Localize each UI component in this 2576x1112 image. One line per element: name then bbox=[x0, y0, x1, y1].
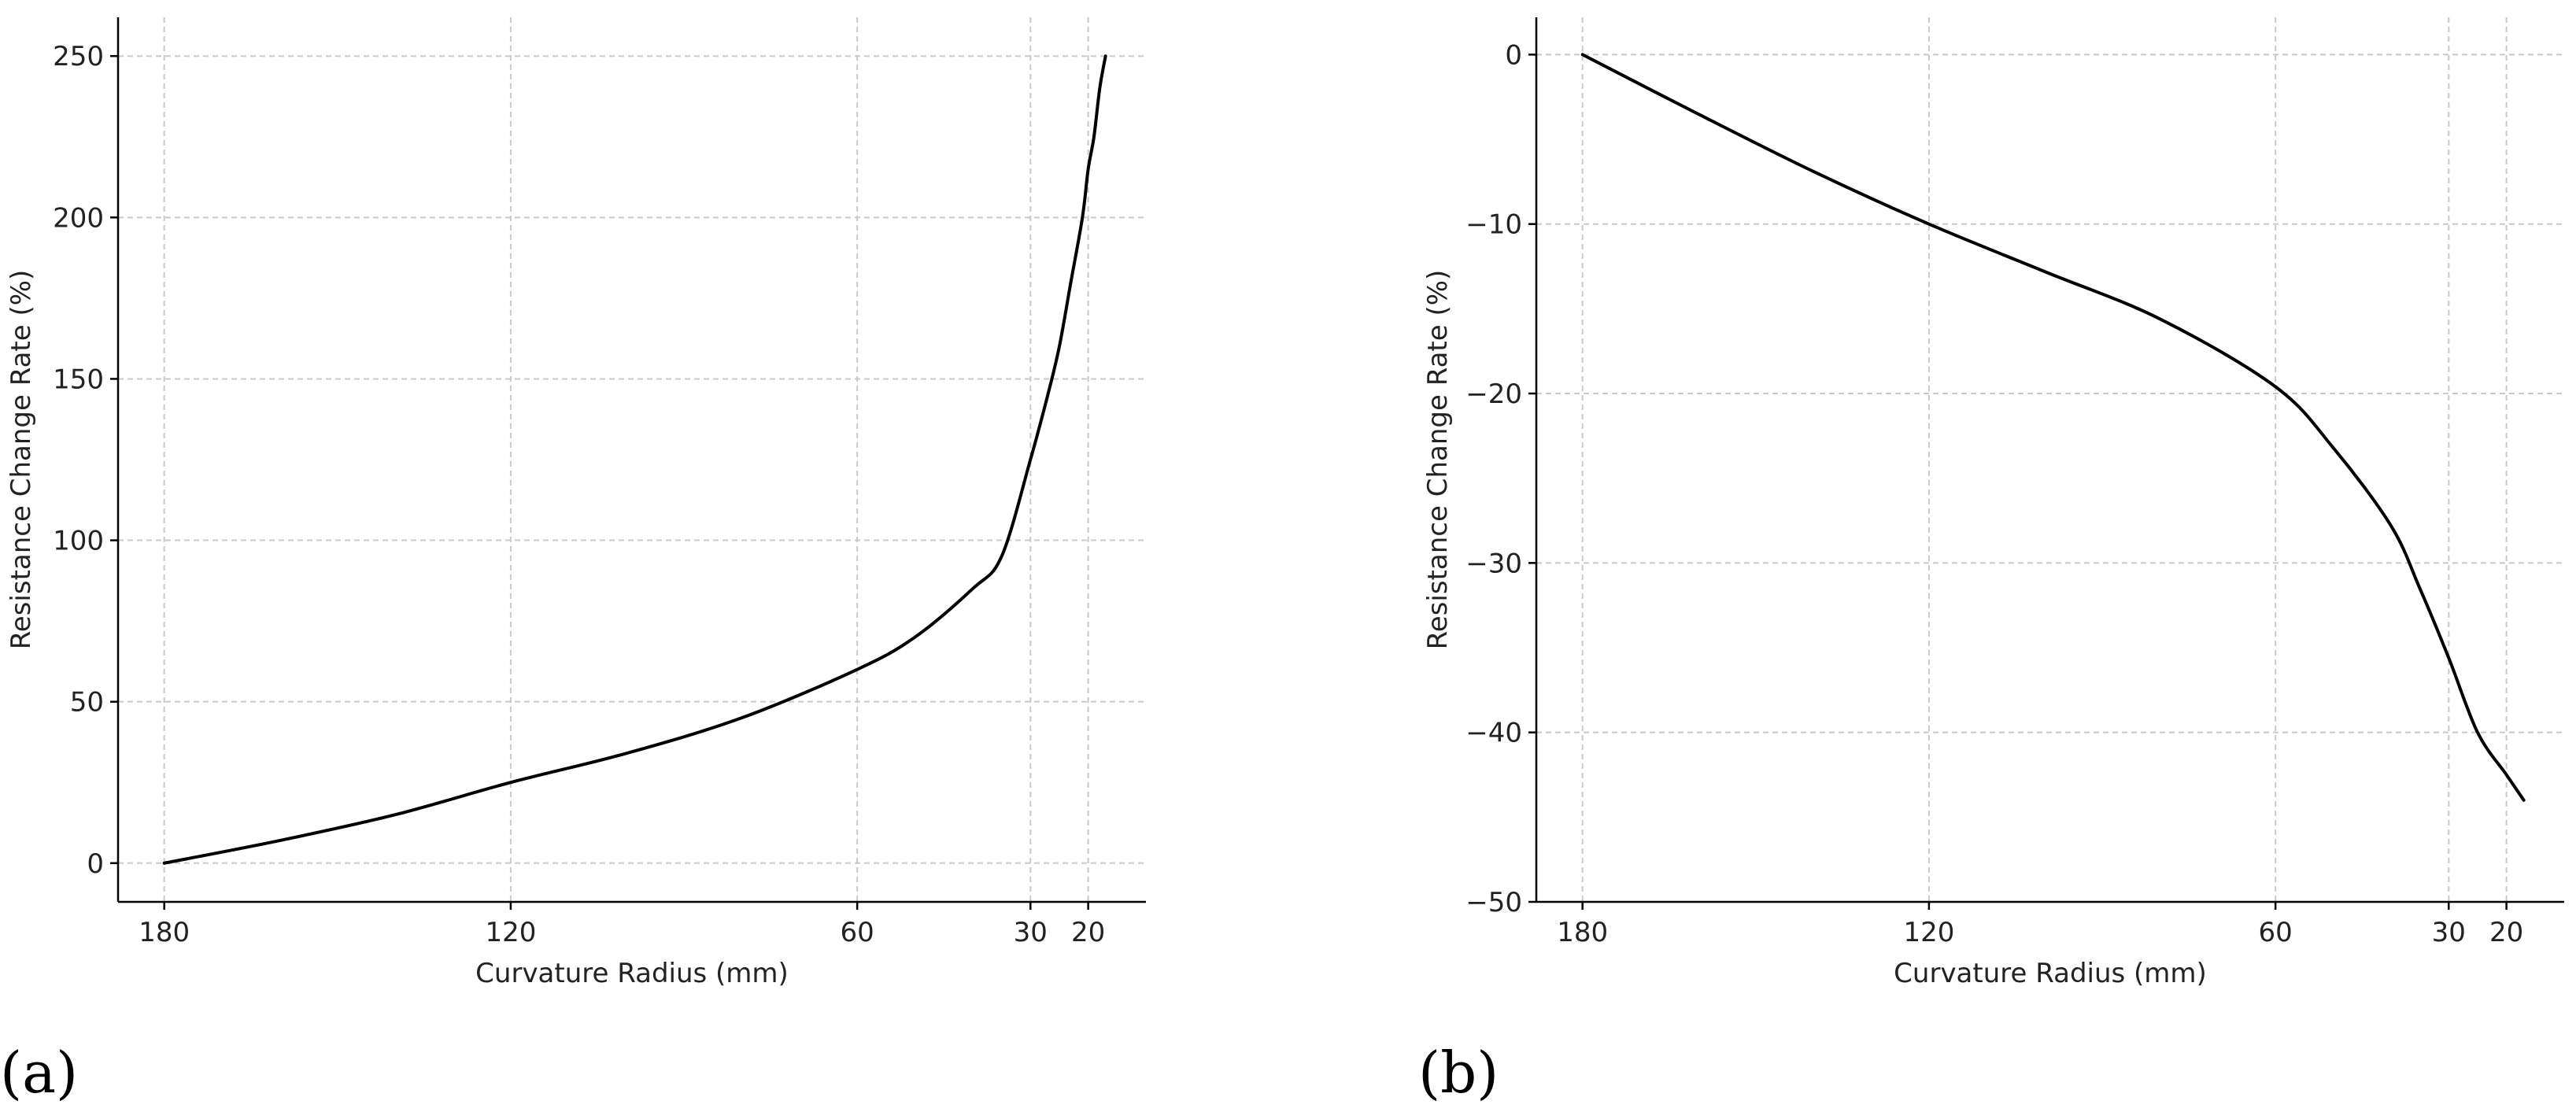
x-tick-label: 30 bbox=[2432, 917, 2466, 948]
x-tick-label: 20 bbox=[1071, 917, 1105, 948]
x-tick-label: 120 bbox=[1903, 917, 1954, 948]
x-tick-label: 180 bbox=[1557, 917, 1608, 948]
x-tick-label: 60 bbox=[2259, 917, 2293, 948]
x-tick-label: 120 bbox=[485, 917, 536, 948]
series-line bbox=[162, 54, 1107, 865]
series-line bbox=[1580, 53, 2526, 802]
grid bbox=[118, 17, 1146, 902]
x-tick-label: 20 bbox=[2489, 917, 2523, 948]
y-axis-label: Resistance Change Rate (%) bbox=[6, 270, 37, 650]
y-tick-label: 100 bbox=[53, 526, 104, 557]
x-tick-label: 30 bbox=[1014, 917, 1048, 948]
y-tick-label: 150 bbox=[53, 364, 104, 395]
x-axis-label: Curvature Radius (mm) bbox=[1894, 958, 2207, 989]
chart-b: 180 120 60 30 20 0 −10 −20 −30 −40 −50 Curvature Ra… bbox=[1418, 17, 2564, 1106]
x-tick-label: 60 bbox=[841, 917, 874, 948]
y-tick-label: −30 bbox=[1465, 548, 1522, 579]
y-tick-label: −10 bbox=[1465, 209, 1522, 241]
y-tick-label: 0 bbox=[87, 848, 104, 880]
y-tick-label: −40 bbox=[1465, 718, 1522, 749]
panel-label: (a) bbox=[0, 1040, 78, 1106]
y-tick-label: 200 bbox=[53, 202, 104, 234]
y-tick-label: 0 bbox=[1505, 39, 1522, 71]
y-tick-label: −50 bbox=[1465, 887, 1522, 918]
y-axis-label: Resistance Change Rate (%) bbox=[1422, 270, 1454, 650]
panel-label: (b) bbox=[1418, 1040, 1499, 1106]
grid bbox=[1536, 17, 2564, 903]
x-axis-label: Curvature Radius (mm) bbox=[475, 958, 789, 989]
y-tick-label: 250 bbox=[53, 41, 104, 72]
x-tick-label: 180 bbox=[139, 917, 190, 948]
y-tick-label: 50 bbox=[70, 687, 104, 719]
y-tick-label: −20 bbox=[1465, 379, 1522, 410]
